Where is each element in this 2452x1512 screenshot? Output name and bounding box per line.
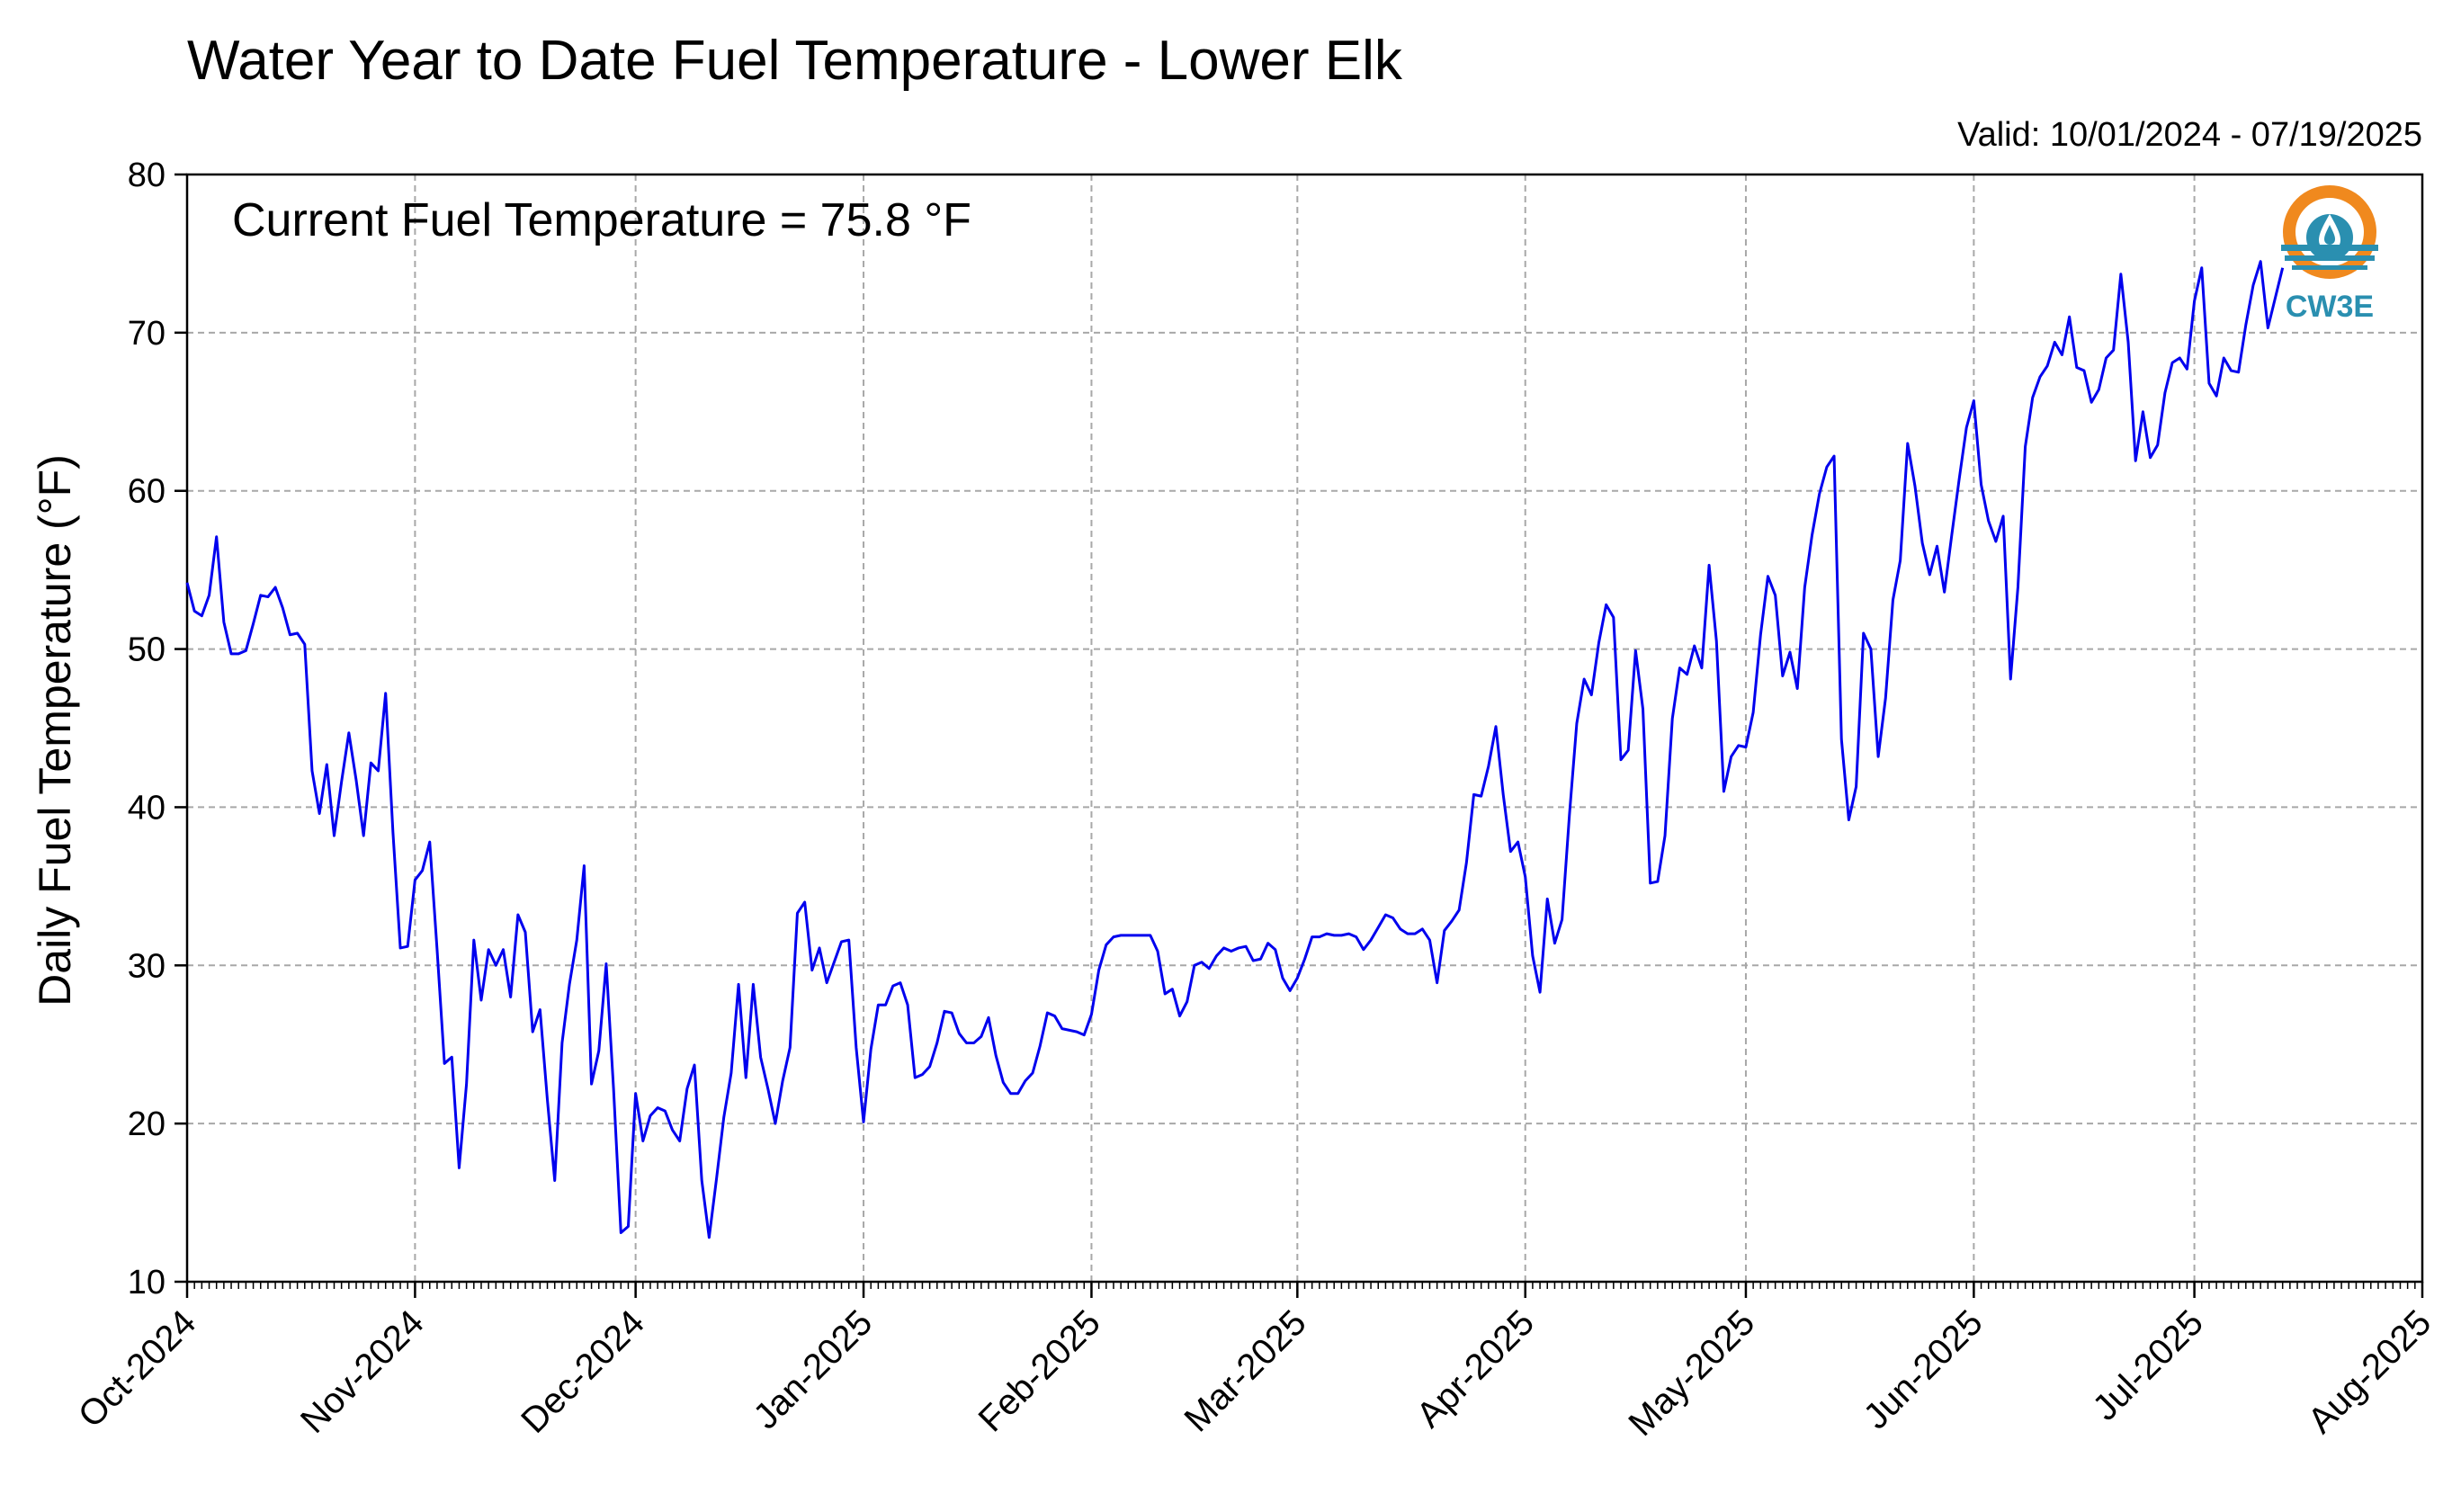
x-tick-labels: Oct-2024 Nov-2024 Dec-2024 Jan-2025 Feb-2025… bbox=[71, 1302, 2439, 1444]
x-tick-label-0: Oct-2024 bbox=[71, 1302, 203, 1435]
x-tick-label-4: Feb-2025 bbox=[971, 1302, 1108, 1439]
x-tick-label-10: Aug-2025 bbox=[2301, 1302, 2439, 1441]
x-tick-label-1: Nov-2024 bbox=[293, 1302, 432, 1441]
plot-frame bbox=[185, 173, 2424, 1284]
major-tick-marks bbox=[175, 173, 2424, 1298]
cw3e-logo: CW3E bbox=[2281, 185, 2378, 324]
y-tick-label-30: 30 bbox=[128, 947, 166, 985]
water-drop-sun-icon bbox=[2281, 185, 2378, 279]
y-tick-label-50: 50 bbox=[128, 631, 166, 669]
valid-date-range: Valid: 10/01/2024 - 07/19/2025 bbox=[1957, 116, 2422, 154]
x-tick-label-3: Jan-2025 bbox=[746, 1302, 880, 1436]
y-axis-label: Daily Fuel Temperature (°F) bbox=[30, 454, 80, 1007]
chart-title: Water Year to Date Fuel Temperature - Lo… bbox=[187, 30, 1403, 92]
x-tick-label-8: Jun-2025 bbox=[1857, 1302, 1991, 1436]
current-fuel-temperature-annotation: Current Fuel Temperature = 75.8 °F bbox=[232, 194, 971, 246]
grid-lines bbox=[187, 174, 2422, 1282]
y-tick-label-60: 60 bbox=[128, 473, 166, 511]
y-tick-label-20: 20 bbox=[128, 1105, 166, 1143]
x-tick-label-5: Mar-2025 bbox=[1177, 1302, 1314, 1439]
y-tick-label-10: 10 bbox=[128, 1264, 166, 1302]
x-tick-label-6: Apr-2025 bbox=[1409, 1302, 1542, 1435]
x-tick-label-7: May-2025 bbox=[1621, 1302, 1762, 1444]
series-line-fuel-temperature bbox=[185, 260, 2285, 1239]
minor-tick-marks bbox=[186, 1282, 2423, 1289]
logo-text: CW3E bbox=[2286, 290, 2374, 324]
y-tick-label-70: 70 bbox=[128, 315, 166, 353]
y-tick-labels: 10 20 30 40 50 60 70 80 bbox=[128, 157, 166, 1302]
y-tick-label-40: 40 bbox=[128, 789, 166, 827]
x-tick-label-9: Jul-2025 bbox=[2085, 1302, 2211, 1428]
x-tick-label-2: Dec-2024 bbox=[514, 1302, 652, 1441]
y-tick-label-80: 80 bbox=[128, 157, 166, 194]
